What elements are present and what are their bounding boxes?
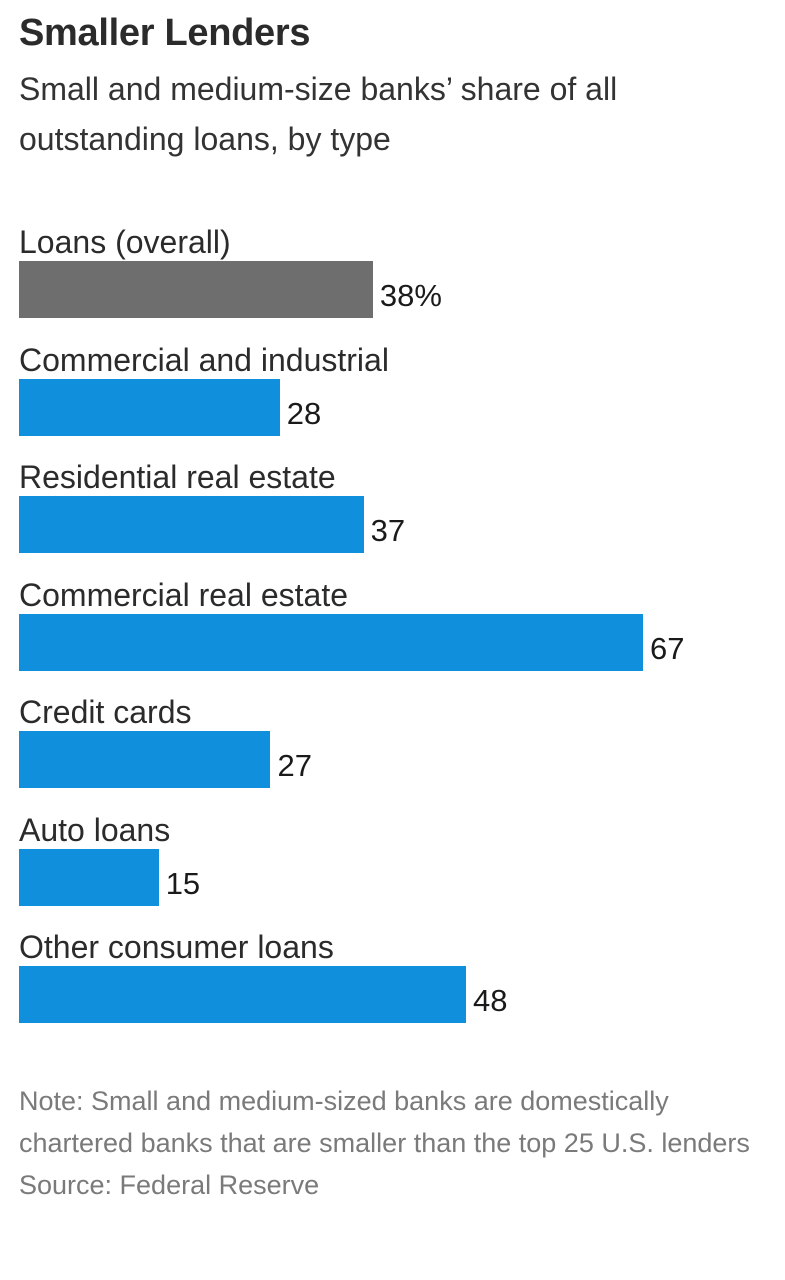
value-label: 27 [277, 748, 312, 783]
value-label: 67 [650, 630, 685, 666]
bar [19, 966, 467, 1023]
category-label: Commercial and industrial [19, 341, 389, 378]
value-label: 28 [286, 395, 322, 431]
value-label: 15 [165, 865, 201, 901]
bar [19, 731, 271, 788]
value-label: 37 [370, 513, 406, 548]
value-label: 38% [379, 278, 442, 313]
bar [19, 848, 159, 906]
bar [19, 261, 373, 318]
bar [19, 613, 643, 671]
chart-note: Note: Small and medium-sized banks are d… [19, 1086, 750, 1158]
category-label: Credit cards [19, 694, 192, 730]
bar [19, 496, 364, 553]
category-label: Residential real estate [19, 459, 336, 495]
chart-source: Source: Federal Reserve [19, 1170, 320, 1200]
category-label: Commercial real estate [19, 576, 348, 613]
chart-title: Smaller Lenders [19, 12, 311, 54]
category-label: Loans (overall) [19, 224, 231, 260]
chart-footer: Note: Small and medium-sized banks are d… [19, 1080, 759, 1206]
category-label: Other consumer loans [19, 929, 334, 965]
chart-subtitle: Small and medium-size banks’ share of al… [19, 71, 618, 157]
bar [19, 378, 280, 436]
value-label: 48 [473, 983, 508, 1018]
category-label: Auto loans [19, 811, 171, 848]
